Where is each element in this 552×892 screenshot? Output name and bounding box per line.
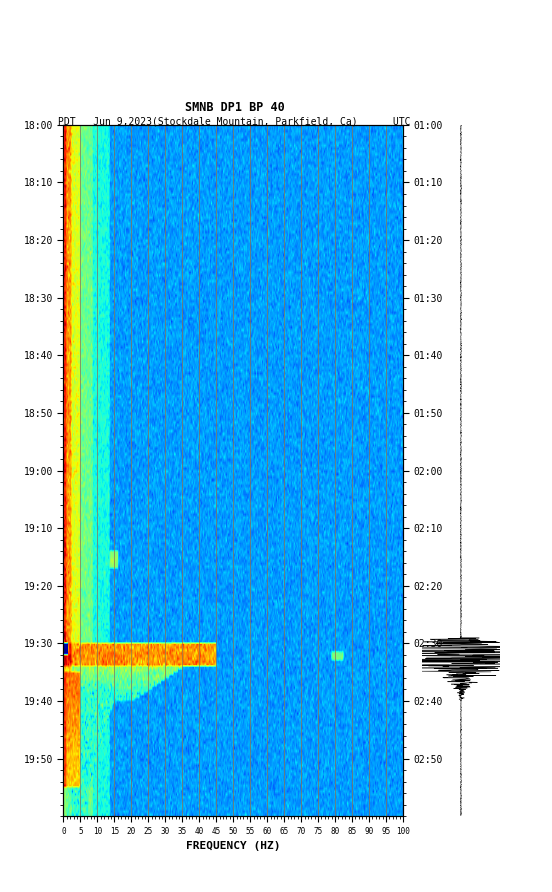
- Text: SMNB DP1 BP 40: SMNB DP1 BP 40: [185, 101, 284, 114]
- X-axis label: FREQUENCY (HZ): FREQUENCY (HZ): [186, 841, 280, 851]
- Text: PDT   Jun 9,2023(Stockdale Mountain, Parkfield, Ca)      UTC: PDT Jun 9,2023(Stockdale Mountain, Parkf…: [59, 117, 411, 127]
- Text: USGS: USGS: [18, 19, 48, 31]
